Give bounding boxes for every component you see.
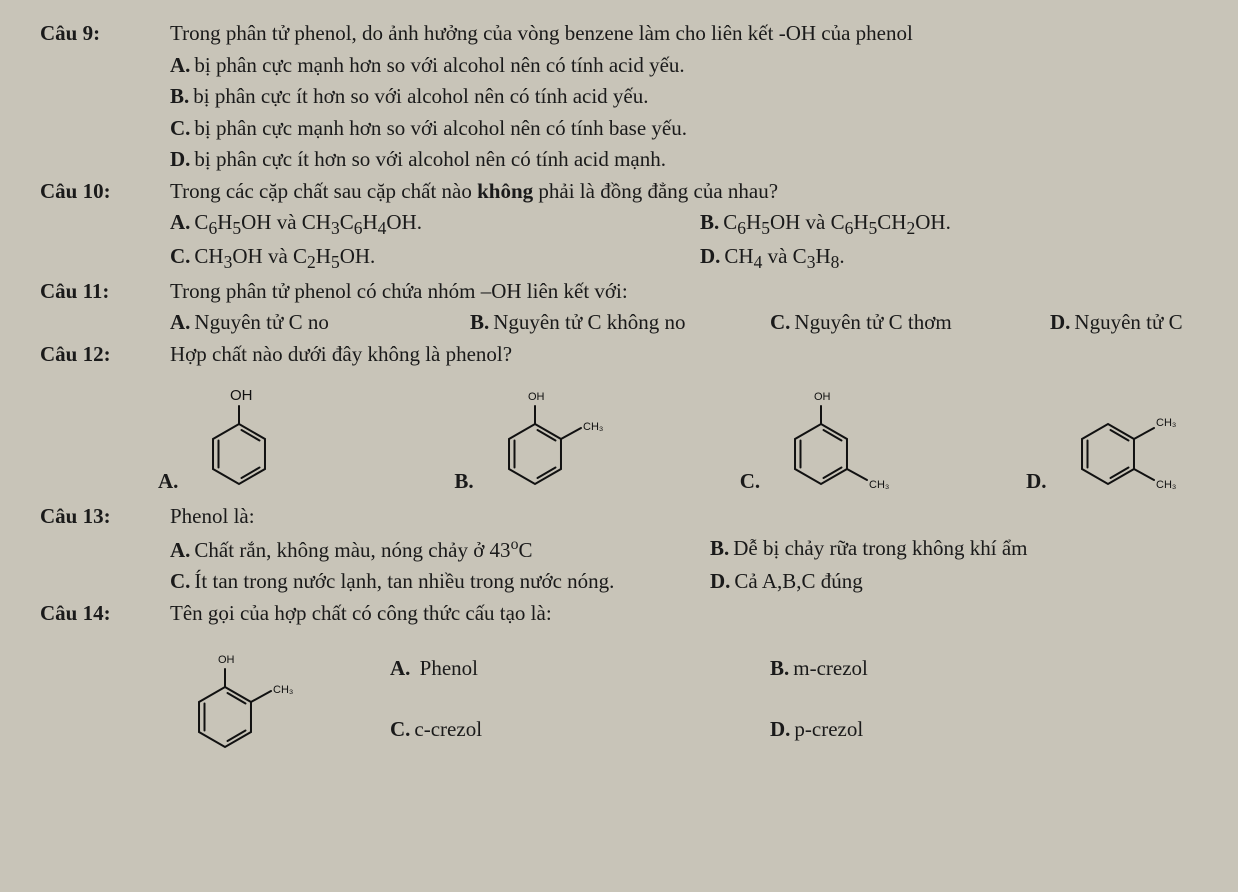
svg-text:CH₃: CH₃ bbox=[273, 684, 293, 696]
q9-stem: Trong phân tử phenol, do ảnh hưởng của v… bbox=[170, 18, 1238, 50]
q14-stem: Tên gọi của hợp chất có công thức cấu tạ… bbox=[170, 598, 1238, 630]
q9-optB: B.bị phân cực ít hơn so với alcohol nên … bbox=[40, 81, 1238, 113]
q12-optA: A. OH bbox=[158, 376, 304, 501]
svg-text:OH: OH bbox=[230, 387, 253, 404]
q9-optA: A.bị phân cực mạnh hơn so với alcohol nê… bbox=[40, 50, 1238, 82]
q13-optD: D.Cả A,B,C đúng bbox=[710, 566, 863, 598]
q10-stem: Trong các cặp chất sau cặp chất nào khôn… bbox=[170, 176, 1238, 208]
svg-text:CH₃: CH₃ bbox=[583, 421, 603, 433]
svg-text:OH: OH bbox=[814, 391, 831, 403]
q14-optA: A. Phenol bbox=[390, 653, 770, 685]
q12-stem: Hợp chất nào dưới đây không là phenol? bbox=[170, 339, 1238, 371]
q9-optD: D.bị phân cực ít hơn so với alcohol nên … bbox=[40, 144, 1238, 176]
q11-optB: B.Nguyên tử C không no bbox=[470, 307, 730, 339]
svg-text:CH₃: CH₃ bbox=[869, 479, 889, 491]
q9-optC: C.bị phân cực mạnh hơn so với alcohol nê… bbox=[40, 113, 1238, 145]
q11-optD: D.Nguyên tử C bbox=[1050, 307, 1183, 339]
q12-label: Câu 12: bbox=[40, 339, 170, 371]
q13-optC: C.Ít tan trong nước lạnh, tan nhiều tron… bbox=[170, 566, 710, 598]
svg-text:OH: OH bbox=[218, 654, 235, 666]
q11-optA: A.Nguyên tử C no bbox=[170, 307, 430, 339]
q14-optC: C.c-crezol bbox=[390, 714, 770, 746]
q9-label: Câu 9: bbox=[40, 18, 170, 50]
svg-text:OH: OH bbox=[528, 391, 545, 403]
q10-optD: D.CH4 và C3H8. bbox=[700, 241, 1100, 275]
svg-text:CH₃: CH₃ bbox=[1156, 479, 1176, 491]
q11-stem: Trong phân tử phenol có chứa nhóm –OH li… bbox=[170, 276, 1238, 308]
q10-optB: B.C6H5OH và C6H5CH2OH. bbox=[700, 207, 1100, 241]
mol-ocresol-icon: OH CH₃ bbox=[480, 376, 630, 501]
q13-label: Câu 13: bbox=[40, 501, 170, 533]
q14-optB: B.m-crezol bbox=[770, 653, 1070, 685]
q14-molecule: OH CH₃ bbox=[40, 629, 390, 769]
q13-stem: Phenol là: bbox=[170, 501, 1238, 533]
q10-optA: A.C6H5OH và CH3C6H4OH. bbox=[170, 207, 700, 241]
q12-optD: D. CH₃ CH₃ bbox=[1026, 376, 1207, 501]
q10-optC: C.CH3OH và C2H5OH. bbox=[170, 241, 700, 275]
q11-label: Câu 11: bbox=[40, 276, 170, 308]
q12-optC: C. OH CH₃ bbox=[740, 376, 916, 501]
mol-ocresol-q14-icon: OH CH₃ bbox=[170, 629, 320, 769]
q13-optA: A.Chất rắn, không màu, nóng chảy ở 43oC bbox=[170, 533, 710, 567]
q13-optB: B.Dễ bị chảy rữa trong không khí ẩm bbox=[710, 533, 1028, 567]
q11-optC: C.Nguyên tử C thơm bbox=[770, 307, 1010, 339]
q12-optB: B. OH CH₃ bbox=[454, 376, 629, 501]
svg-text:CH₃: CH₃ bbox=[1156, 417, 1176, 429]
q10-label: Câu 10: bbox=[40, 176, 170, 208]
mol-xylene-icon: CH₃ CH₃ bbox=[1053, 376, 1208, 501]
mol-mcresol-icon: OH CH₃ bbox=[766, 376, 916, 501]
mol-phenol-icon: OH bbox=[184, 376, 304, 501]
q14-optD: D.p-crezol bbox=[770, 714, 1070, 746]
q14-label: Câu 14: bbox=[40, 598, 170, 630]
